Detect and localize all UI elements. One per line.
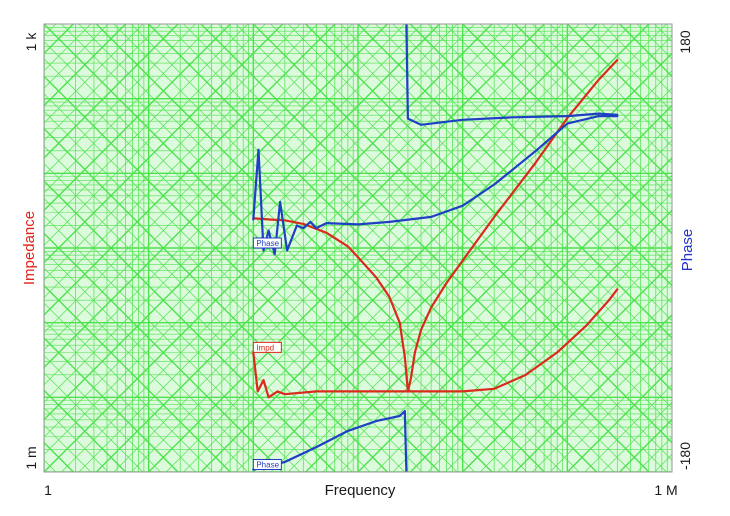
annotation-tag-box-2 xyxy=(252,341,282,353)
grid-line-diagonal xyxy=(61,24,510,472)
annotation-tags: Phase Phase Impd xyxy=(252,237,282,471)
y-right-axis-title: Phase xyxy=(679,229,696,272)
y-right-tick-label-max: 180 xyxy=(677,30,693,54)
grid-line-diagonal xyxy=(44,58,458,472)
grid-line-diagonal xyxy=(44,40,475,472)
grid-line-diagonal xyxy=(0,24,4,472)
grid-line-diagonal xyxy=(270,24,672,426)
grid-line-diagonal xyxy=(707,24,730,472)
grid-line-diagonal xyxy=(78,24,528,472)
grid-line-diagonal xyxy=(584,24,672,112)
grid-line-diagonal xyxy=(479,279,672,472)
grid-line-diagonal xyxy=(44,389,127,472)
grid-line-diagonal xyxy=(44,232,284,472)
grid-line-diagonal xyxy=(0,24,21,472)
phase-series-4 xyxy=(252,409,408,472)
grid-line-diagonal xyxy=(44,75,441,472)
annotation-tag-text-1: Phase xyxy=(256,461,279,470)
grid-line-diagonal xyxy=(549,24,672,147)
grid-line-diagonal xyxy=(113,24,563,472)
grid-line-diagonal xyxy=(44,197,318,472)
grid-line-diagonal xyxy=(392,24,672,304)
grid-line-diagonal xyxy=(235,24,672,461)
grid-line-diagonal xyxy=(44,24,231,212)
grid-line-diagonal xyxy=(44,302,214,472)
grid-line-diagonal xyxy=(44,24,266,246)
grid-line-diagonal xyxy=(44,372,144,472)
grid-line-diagonal xyxy=(357,24,672,339)
y-left-tick-label-max: 1 k xyxy=(23,32,39,52)
grid-line-diagonal xyxy=(497,297,672,472)
grid-line-diagonal xyxy=(532,24,672,165)
grid-line-diagonal xyxy=(95,24,545,472)
grid-line-diagonal xyxy=(165,24,615,472)
grid-line-diagonal xyxy=(427,24,672,269)
annotation-tag-box-1 xyxy=(252,459,282,471)
grid-line-diagonal xyxy=(44,110,406,472)
grid-line-diagonal xyxy=(566,366,672,472)
grid xyxy=(0,24,730,472)
grid-line-diagonal xyxy=(724,24,730,472)
grid-line-diagonal xyxy=(479,24,672,217)
grid-line-diagonal xyxy=(584,384,672,472)
grid-line-diagonal xyxy=(322,24,672,374)
y-left-tick-label-min: 1 m xyxy=(23,446,39,469)
grid-line-diagonal xyxy=(514,314,672,472)
grid-line-diagonal xyxy=(462,261,672,472)
grid-line-diagonal xyxy=(497,24,672,199)
x-tick-label-min: 1 xyxy=(44,482,52,498)
grid-line-diagonal xyxy=(44,24,196,176)
y-left-axis-title: Impedance xyxy=(21,211,38,285)
grid-line-diagonal xyxy=(44,215,301,472)
grid-line-diagonal xyxy=(44,24,249,229)
grid-line-diagonal xyxy=(514,24,672,182)
grid-line-diagonal xyxy=(148,24,598,472)
grid-line-diagonal xyxy=(44,267,249,472)
grid-line-diagonal xyxy=(444,24,672,252)
grid-line-diagonal xyxy=(44,320,196,472)
grid-line-diagonal xyxy=(44,93,423,472)
grid-line-diagonal xyxy=(409,24,672,287)
y-right-tick-label-min: -180 xyxy=(677,442,693,470)
grid-line-diagonal xyxy=(183,24,632,472)
grid-line-diagonal xyxy=(707,24,730,472)
grid-line-diagonal xyxy=(305,24,672,392)
grid-line-diagonal xyxy=(44,127,388,472)
grid-line-diagonal xyxy=(44,24,161,142)
annotation-tag-text-2: Impd xyxy=(256,343,274,352)
grid-line-diagonal xyxy=(44,250,266,472)
grid-line-diagonal xyxy=(44,24,179,159)
grid-line-diagonal xyxy=(218,24,667,472)
x-axis-title: Frequency xyxy=(325,482,396,499)
grid-line-diagonal xyxy=(44,24,127,107)
grid-line-diagonal xyxy=(44,24,144,124)
grid-line-diagonal xyxy=(44,145,371,472)
grid-line-diagonal xyxy=(44,24,214,194)
annotation-tag-text-0: Phase xyxy=(256,239,279,248)
grid-line-diagonal xyxy=(44,180,336,472)
grid-line-diagonal xyxy=(0,24,21,472)
grid-line-diagonal xyxy=(549,349,672,472)
grid-line-diagonal xyxy=(287,24,672,409)
phase-series-3 xyxy=(405,24,619,126)
grid-line-diagonal xyxy=(130,24,580,472)
grid-line-diagonal xyxy=(44,354,161,472)
annotation-tag-box-0 xyxy=(252,237,282,249)
impedance-series-1 xyxy=(252,288,619,399)
x-tick-label-max: 1 M xyxy=(654,482,677,498)
grid-line-diagonal xyxy=(724,24,730,472)
grid-line-diagonal xyxy=(532,331,672,472)
grid-line-diagonal xyxy=(252,24,672,444)
grid-line-diagonal xyxy=(375,24,672,322)
grid-line-diagonal xyxy=(44,284,231,472)
grid-line-diagonal xyxy=(200,24,650,472)
grid-line-diagonal xyxy=(44,337,179,472)
grid-line-diagonal xyxy=(340,24,672,356)
plot-border xyxy=(43,23,673,473)
grid-line-diagonal xyxy=(0,24,4,472)
grid-line-diagonal xyxy=(566,24,672,130)
grid-line-diagonal xyxy=(462,24,672,235)
grid-line-diagonal xyxy=(44,163,353,472)
